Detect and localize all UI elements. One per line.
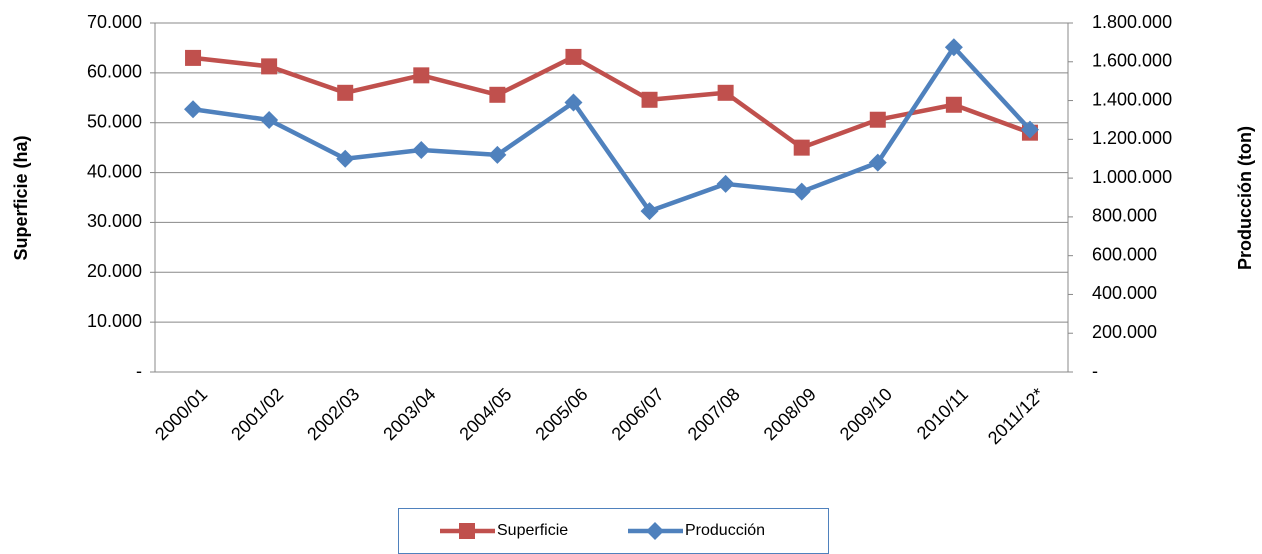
x-tick-label: 2003/04	[379, 384, 439, 444]
legend-label: Producción	[685, 522, 765, 539]
x-tick-label: 2006/07	[608, 384, 668, 444]
x-tick-label: 2011/12*	[984, 384, 1048, 448]
y-axis-title: Superficie (ha)	[11, 135, 31, 260]
marker	[944, 38, 963, 57]
marker	[185, 49, 202, 66]
marker	[868, 153, 887, 172]
y-tick-label: 10.000	[87, 311, 142, 331]
marker	[565, 48, 582, 65]
x-tick-label: 2008/09	[760, 384, 820, 444]
marker	[564, 93, 583, 112]
x-tick-label: 2000/01	[151, 384, 211, 444]
marker	[793, 139, 810, 156]
x-tick-label: 2001/02	[227, 384, 287, 444]
marker	[641, 91, 658, 108]
x-tick-label: 2009/10	[836, 384, 896, 444]
marker	[488, 145, 507, 164]
y2-tick-label: 600.000	[1092, 244, 1157, 264]
marker	[489, 86, 506, 103]
marker	[945, 96, 962, 113]
y2-tick-label: 200.000	[1092, 322, 1157, 342]
marker	[336, 149, 355, 168]
marker	[716, 174, 735, 193]
y2-tick-label: 1.600.000	[1092, 51, 1172, 71]
marker	[1020, 120, 1039, 139]
marker	[459, 523, 475, 539]
y2-tick-label: 1.200.000	[1092, 128, 1172, 148]
marker	[337, 84, 354, 101]
y2-tick-label: -	[1092, 361, 1098, 381]
x-tick-label: 2005/06	[531, 384, 591, 444]
y-tick-label: 30.000	[87, 211, 142, 231]
y2-tick-label: 1.400.000	[1092, 89, 1172, 109]
y-tick-label: 50.000	[87, 111, 142, 131]
marker	[792, 182, 811, 201]
y-tick-label: -	[136, 361, 142, 381]
y2-tick-label: 800.000	[1092, 206, 1157, 226]
y-tick-label: 20.000	[87, 261, 142, 281]
marker	[412, 140, 431, 159]
marker	[413, 67, 430, 84]
marker	[646, 522, 664, 540]
y2-tick-label: 400.000	[1092, 283, 1157, 303]
x-tick-label: 2004/05	[455, 384, 515, 444]
y-tick-label: 70.000	[87, 12, 142, 32]
y2-tick-label: 1.000.000	[1092, 167, 1172, 187]
marker	[717, 84, 734, 101]
y-tick-label: 40.000	[87, 161, 142, 181]
marker	[261, 58, 278, 75]
marker	[869, 111, 886, 128]
y2-tick-label: 1.800.000	[1092, 12, 1172, 32]
x-tick-label: 2007/08	[684, 384, 744, 444]
marker	[184, 100, 203, 119]
marker	[260, 110, 279, 129]
series-line	[192, 54, 1031, 150]
x-tick-label: 2010/11	[913, 384, 972, 443]
y2-axis-title: Producción (ton)	[1235, 126, 1255, 270]
x-tick-label: 2002/03	[303, 384, 363, 444]
marker	[640, 202, 659, 221]
series-line	[192, 44, 1032, 214]
legend-label: Superficie	[497, 522, 568, 539]
y-tick-label: 60.000	[87, 62, 142, 82]
